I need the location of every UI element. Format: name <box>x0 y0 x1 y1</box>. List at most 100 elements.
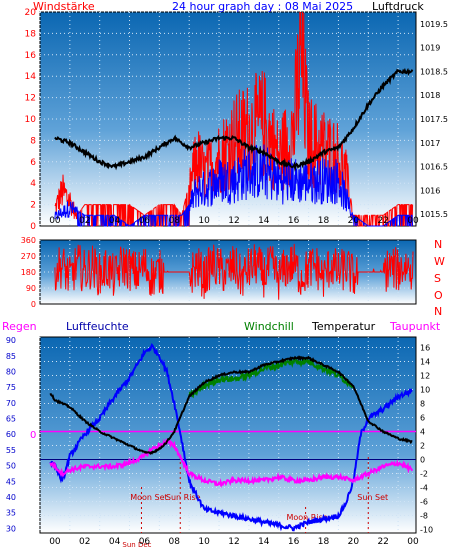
bottom-x-tick-5: 10 <box>198 537 210 547</box>
top-x-tick-4: 08 <box>169 216 181 226</box>
bottom-x-tick-6: 12 <box>228 537 239 547</box>
top-x-tick-11: 22 <box>377 216 388 226</box>
luftfeuchte-tick-3: 45 <box>6 477 16 486</box>
temperatur-tick-3: -4 <box>420 484 428 493</box>
luftdruck-line <box>54 67 414 172</box>
luftfeuchte-tick-1: 35 <box>6 509 16 518</box>
top-x-tick-8: 16 <box>288 216 300 226</box>
luftfeuchte-tick-12: 90 <box>6 336 16 345</box>
luftfeuchte-tick-2: 40 <box>6 493 16 502</box>
sun-rise-label: Sun Rise <box>166 493 201 502</box>
bottom-x-tick-1: 02 <box>79 537 90 547</box>
luftfeuchte-tick-9: 75 <box>6 383 16 392</box>
compass-n-top: N <box>434 238 442 251</box>
compass-n-bottom: N <box>434 305 442 318</box>
direction-tick-3: 270 <box>21 252 36 261</box>
moon-set-label: Moon Set <box>130 493 167 502</box>
windstaerke-tick-7: 14 <box>25 72 37 82</box>
temperatur-tick-9: 8 <box>420 400 425 409</box>
direction-tick-4: 360 <box>21 236 36 245</box>
top-panel: 0 2 4 6 8 10 12 14 16 18 20 1015.5 10 16 1016.5 1017 101… <box>25 0 448 232</box>
luftdruck-tick-5: 1018 <box>420 91 440 100</box>
windstaerke-tick-2: 4 <box>30 179 36 189</box>
compass-w: W <box>434 255 445 268</box>
direction-tick-1: 90 <box>26 284 36 293</box>
temperatur-tick-5: 0 <box>420 456 425 465</box>
title-24h: 24 hour graph day : 08 Mai 2025 <box>172 0 353 13</box>
pressure-series <box>54 67 414 172</box>
temperatur-tick-2: -6 <box>420 498 428 507</box>
top-x-tick-3: 06 <box>139 216 151 226</box>
temperatur-tick-4: -2 <box>420 470 428 479</box>
luftfeuchte-tick-11: 85 <box>6 352 16 361</box>
windstaerke-tick-8: 16 <box>25 51 37 61</box>
windstaerke-tick-6: 12 <box>25 94 36 104</box>
bottom-x-tick-11: 22 <box>377 537 388 547</box>
compass-labels: N W S O N <box>434 238 445 318</box>
windstaerke-tick-5: 10 <box>25 115 37 125</box>
luftdruck-tick-7: 1019 <box>420 44 440 53</box>
bottom-x-tick-12: 00 <box>407 537 419 547</box>
top-x-tick-6: 12 <box>228 216 239 226</box>
label-temperatur: Temperatur <box>311 320 376 333</box>
luftdruck-tick-3: 1017 <box>420 139 440 148</box>
windrichtung-line <box>54 243 414 300</box>
top-x-tick-5: 10 <box>198 216 210 226</box>
label-taupunkt: Taupunkt <box>389 320 441 333</box>
bottom-x-tick-0: 00 <box>49 537 61 547</box>
top-x-tick-9: 18 <box>318 216 330 226</box>
wind-direction-series <box>54 243 414 300</box>
top-x-tick-2: 04 <box>109 216 121 226</box>
bottom-plot-area <box>39 336 417 534</box>
luftdruck-tick-8: 1019.5 <box>420 20 448 29</box>
temperatur-tick-12: 14 <box>420 358 430 367</box>
regen-zero-label: 0 <box>30 430 36 441</box>
temperatur-tick-11: 12 <box>420 372 430 381</box>
temperatur-tick-8: 6 <box>420 414 425 423</box>
luftfeuchte-tick-7: 65 <box>6 415 16 424</box>
taupunkt-line <box>49 437 414 489</box>
bottom-series <box>40 342 416 532</box>
luftfeuchte-tick-8: 70 <box>6 399 16 408</box>
compass-o: O <box>434 289 443 302</box>
windstaerke-tick-1: 2 <box>30 201 36 211</box>
luftdruck-tick-2: 1016.5 <box>420 163 448 172</box>
windstaerke-tick-3: 6 <box>30 158 36 168</box>
luftdruck-tick-4: 1017.5 <box>420 115 448 124</box>
luftfeuchte-tick-6: 60 <box>6 430 16 439</box>
label-regen: Regen <box>2 320 37 333</box>
bottom-x-tick-2: 04 <box>109 537 121 547</box>
direction-tick-0: 0 <box>31 300 36 309</box>
top-axis-ticks: 0 2 4 6 8 10 12 14 16 18 20 1015.5 10 16 1016.5 1017 101… <box>25 8 448 232</box>
bottom-x-tick-4: 08 <box>169 537 181 547</box>
luftfeuchte-line <box>49 342 413 532</box>
temperatur-tick-6: 2 <box>420 442 425 451</box>
bottom-panel: Regen Luftfeuchte Windchill Temperatur T… <box>2 320 441 549</box>
temperatur-tick-1: -8 <box>420 512 428 521</box>
top-x-tick-12: 00 <box>407 216 419 226</box>
temperatur-tick-13: 16 <box>420 344 430 353</box>
bottom-x-tick-9: 18 <box>318 537 330 547</box>
windstaerke-tick-4: 8 <box>30 136 36 146</box>
bottom-x-tick-3: 06 <box>139 537 151 547</box>
moon-rise-label: Moon Rise <box>286 513 327 522</box>
temperatur-tick-7: 4 <box>420 428 425 437</box>
title-luftdruck: Luftdruck <box>372 0 424 13</box>
top-x-tick-0: 00 <box>49 216 61 226</box>
sun-set-label: Sun Set <box>357 493 388 502</box>
luftfeuchte-tick-5: 55 <box>6 446 16 455</box>
luftdruck-tick-0: 1015.5 <box>420 210 448 219</box>
windstaerke-tick-10: 20 <box>25 8 37 18</box>
direction-panel: 0 90 180 270 360 N W S O N <box>21 236 445 318</box>
direction-axis-ticks: 0 90 180 270 360 <box>21 236 36 309</box>
luftfeuchte-tick-10: 80 <box>6 367 16 376</box>
bottom-grid <box>39 337 416 533</box>
luftdruck-tick-6: 1018.5 <box>420 67 448 76</box>
temperatur-line <box>49 355 413 455</box>
top-x-tick-7: 14 <box>258 216 270 226</box>
luftfeuchte-tick-4: 50 <box>6 462 16 471</box>
windstaerke-tick-0: 0 <box>30 222 36 232</box>
bottom-x-tick-7: 14 <box>258 537 270 547</box>
